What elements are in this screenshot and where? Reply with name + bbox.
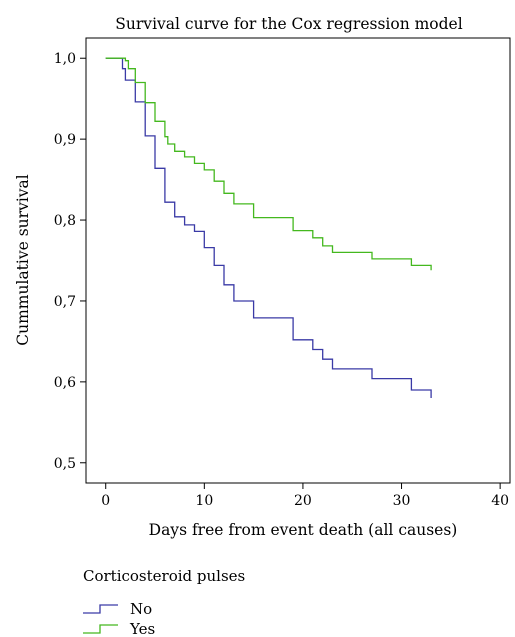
chart-title: Survival curve for the Cox regression mo… bbox=[115, 15, 462, 33]
y-tick-label: 0,5 bbox=[54, 456, 76, 472]
x-tick-label: 30 bbox=[393, 493, 411, 509]
x-axis-title: Days free from event death (all causes) bbox=[149, 521, 458, 539]
plot-frame bbox=[85, 37, 511, 484]
series-line-yes bbox=[105, 57, 432, 271]
legend-title: Corticosteroid pulses bbox=[83, 567, 245, 585]
y-tick-label: 0,9 bbox=[54, 132, 76, 148]
y-tick-label: 1,0 bbox=[54, 51, 76, 67]
x-axis-ticks: 0 10 20 30 40 bbox=[101, 483, 509, 509]
series-layer bbox=[105, 57, 432, 398]
legend: No Yes bbox=[83, 600, 155, 637]
x-tick-label: 10 bbox=[195, 493, 213, 509]
legend-label-no: No bbox=[130, 600, 152, 618]
y-tick-label: 0,6 bbox=[54, 375, 76, 391]
x-tick-label: 20 bbox=[294, 493, 312, 509]
legend-swatch-yes bbox=[83, 624, 118, 634]
y-axis-ticks: 0,5 0,6 0,7 0,8 0,9 1,0 bbox=[54, 51, 86, 472]
x-tick-label: 40 bbox=[491, 493, 509, 509]
legend-swatch-no bbox=[83, 604, 118, 614]
y-axis-title: Cummulative survival bbox=[14, 174, 32, 346]
legend-label-yes: Yes bbox=[129, 620, 155, 637]
y-tick-label: 0,7 bbox=[54, 294, 76, 310]
y-tick-label: 0,8 bbox=[54, 213, 76, 229]
x-tick-label: 0 bbox=[101, 493, 110, 509]
